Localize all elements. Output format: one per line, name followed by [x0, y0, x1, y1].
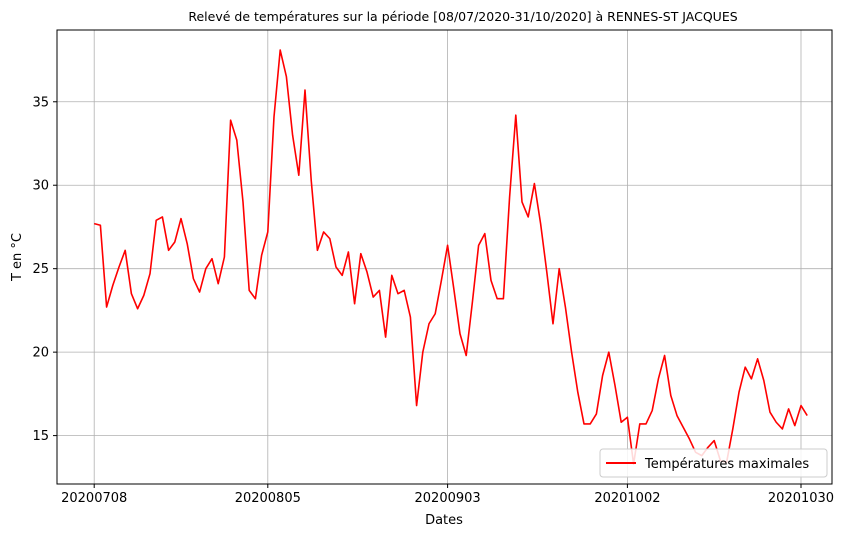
x-tick-label: 20200805: [235, 491, 301, 506]
y-axis-ticks: 15 20 25 30 35: [32, 95, 57, 444]
x-tick-label: 20201002: [594, 491, 660, 506]
y-tick-label: 30: [32, 179, 49, 194]
x-tick-label: 20200708: [61, 491, 127, 506]
x-tick-label: 20200903: [415, 491, 481, 506]
x-axis-label: Dates: [425, 513, 463, 528]
plot-frame: [56, 29, 833, 485]
y-axis-label: T en °C: [10, 233, 25, 282]
legend: Températures maximales: [599, 448, 828, 478]
y-tick-label: 15: [32, 429, 49, 444]
y-tick-label: 25: [32, 262, 49, 277]
grid-lines: [57, 30, 832, 484]
x-axis-ticks: 20200708 20200805 20200903 20201002 20201030: [61, 484, 834, 506]
x-tick-label: 20201030: [768, 491, 834, 506]
legend-box: [599, 448, 828, 478]
series-line-temperatures-maximales: [93, 49, 808, 465]
y-tick-label: 35: [32, 95, 49, 110]
legend-label: Températures maximales: [644, 457, 809, 472]
y-tick-label: 20: [32, 346, 49, 361]
chart-title: Relevé de températures sur la période [0…: [188, 9, 737, 24]
series-layer: [93, 49, 808, 465]
